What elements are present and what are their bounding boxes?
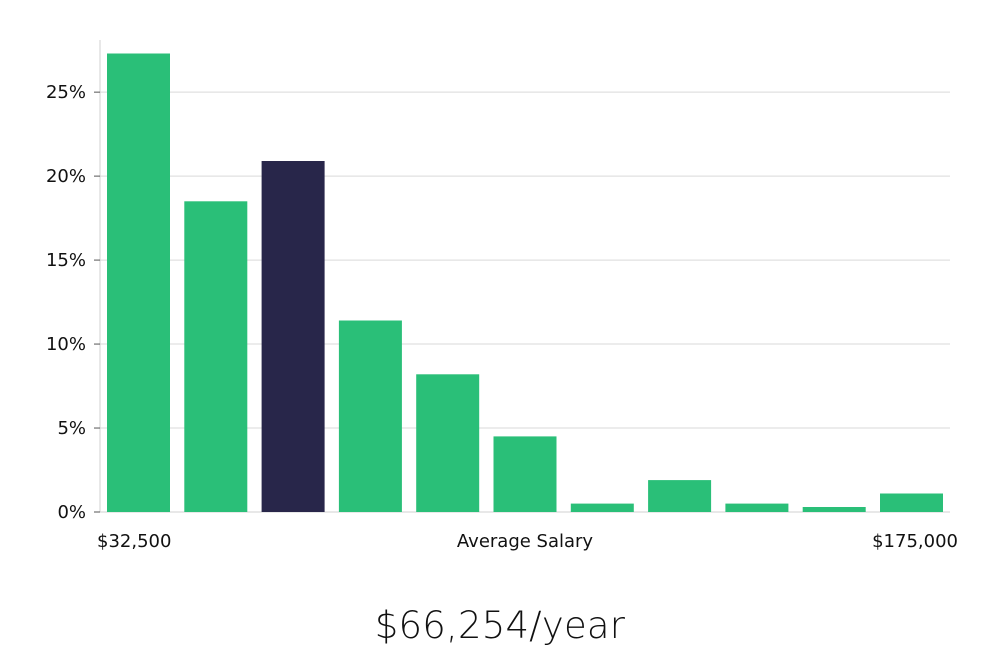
bar xyxy=(725,503,789,512)
y-tick-label: 10% xyxy=(46,334,86,355)
bar xyxy=(107,53,170,512)
x-start-label: $32,500 xyxy=(97,531,171,552)
bar xyxy=(648,480,712,512)
y-tick-label: 0% xyxy=(57,502,86,523)
y-tick-labels: 0% 5% 10% 15% 20% 25% xyxy=(46,82,100,523)
y-tick-label: 15% xyxy=(46,250,86,271)
bar xyxy=(493,436,557,512)
bar xyxy=(338,320,402,512)
y-tick-label: 5% xyxy=(57,418,86,439)
salary-distribution-chart: 0%5%10%15%20%25% $32,500 Average Salary … xyxy=(46,40,958,552)
bar-highlighted xyxy=(261,161,325,512)
y-tick-label: 20% xyxy=(46,166,86,187)
bar xyxy=(880,493,943,512)
bars xyxy=(107,53,943,513)
bar xyxy=(802,507,866,512)
bar xyxy=(416,374,480,512)
x-end-label: $175,000 xyxy=(872,531,958,552)
bar xyxy=(570,503,634,512)
y-tick-label: 25% xyxy=(46,82,86,103)
bar xyxy=(184,201,248,513)
average-salary-value: $66,254/year xyxy=(374,604,626,647)
x-axis-title: Average Salary xyxy=(457,531,594,552)
